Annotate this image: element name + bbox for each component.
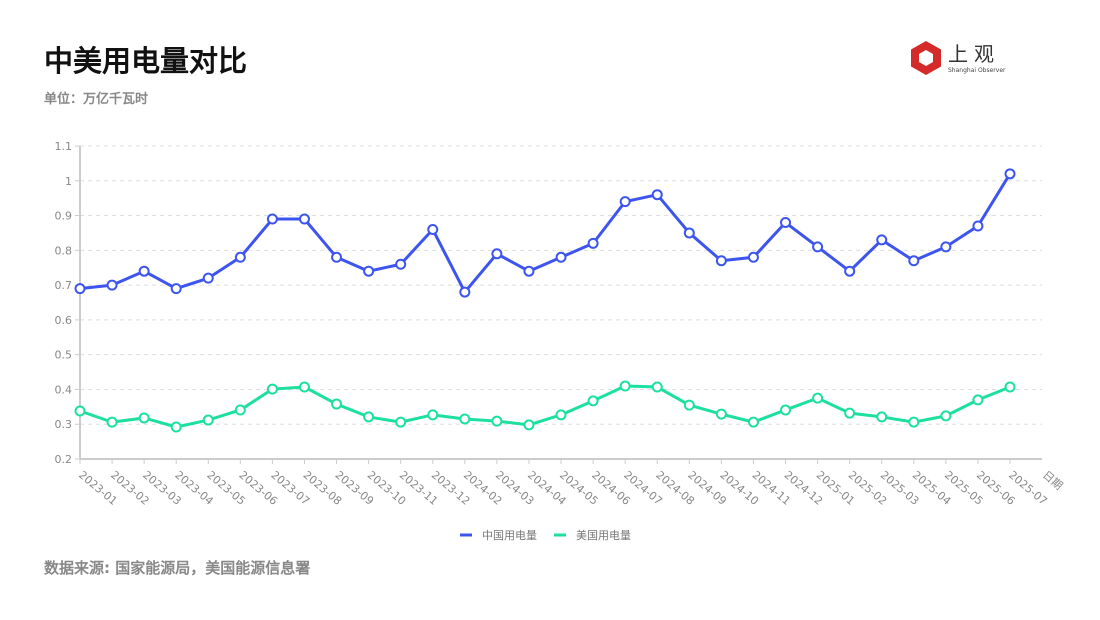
chart-title: 中美用电量对比: [44, 44, 248, 78]
legend-label: 中国用电量: [482, 529, 537, 542]
y-tick-label: 0.8: [55, 244, 73, 257]
data-point: [266, 383, 278, 395]
data-point: [940, 241, 952, 253]
data-point: [555, 409, 567, 421]
y-tick-label: 0.9: [55, 210, 73, 223]
y-tick-label: 0.7: [55, 279, 73, 292]
data-point: [202, 414, 214, 426]
data-point: [138, 412, 150, 424]
logo-hexagon-icon: [911, 41, 941, 75]
y-tick-label: 1.1: [55, 140, 73, 153]
data-point: [202, 272, 214, 284]
data-point: [331, 398, 343, 410]
data-point: [940, 410, 952, 422]
data-point: [138, 265, 150, 277]
logo-text: 上观: [948, 42, 1000, 66]
data-point: [747, 251, 759, 263]
data-point: [459, 413, 471, 425]
data-point: [1004, 168, 1016, 180]
y-tick-label: 0.4: [55, 383, 73, 396]
data-point: [972, 220, 984, 232]
data-source: 数据来源: 国家能源局，美国能源信息署: [44, 559, 311, 577]
data-point: [234, 251, 246, 263]
data-point: [74, 405, 86, 417]
data-point: [876, 411, 888, 423]
data-point: [812, 241, 824, 253]
data-point: [491, 415, 503, 427]
data-point: [908, 416, 920, 428]
data-point: [972, 394, 984, 406]
data-point: [266, 213, 278, 225]
data-point: [555, 251, 567, 263]
logo: 上观 Shanghai Observer: [908, 40, 1008, 78]
y-tick-label: 0.6: [55, 314, 73, 327]
data-point: [523, 419, 535, 431]
data-point: [298, 381, 310, 393]
data-point: [715, 408, 727, 420]
y-tick-label: 0.5: [55, 349, 73, 362]
unit-label: 单位：万亿千瓦时: [44, 92, 149, 107]
data-point: [1004, 381, 1016, 393]
series-line-1: [79, 384, 1011, 429]
y-tick-label: 0.3: [55, 418, 73, 431]
series-line-0: [79, 173, 1012, 294]
data-point: [619, 196, 631, 208]
data-point: [876, 234, 888, 246]
data-point: [587, 237, 599, 249]
data-point: [651, 189, 663, 201]
data-point: [234, 404, 246, 416]
y-tick-label: 1: [65, 175, 72, 188]
data-point: [908, 255, 920, 267]
data-point: [619, 380, 631, 392]
data-point: [491, 248, 503, 260]
data-point: [74, 283, 86, 295]
data-point: [106, 279, 118, 291]
data-point: [715, 255, 727, 267]
data-point: [780, 217, 792, 229]
data-point: [780, 404, 792, 416]
data-point: [812, 392, 824, 404]
data-point: [844, 265, 856, 277]
x-axis-label: 日期: [1040, 468, 1065, 492]
legend-label: 美国用电量: [576, 529, 631, 542]
data-point: [395, 258, 407, 270]
data-point: [298, 213, 310, 225]
data-point: [747, 416, 759, 428]
data-point: [427, 409, 439, 421]
data-point: [170, 421, 182, 433]
data-point: [427, 223, 439, 235]
data-point: [106, 416, 118, 428]
data-point: [459, 286, 471, 298]
data-point: [395, 416, 407, 428]
data-point: [170, 283, 182, 295]
data-point: [844, 407, 856, 419]
data-point: [683, 227, 695, 239]
data-point: [683, 399, 695, 411]
logo-subtitle: Shanghai Observer: [948, 67, 1006, 74]
data-point: [363, 265, 375, 277]
data-point: [363, 411, 375, 423]
y-tick-label: 0.2: [55, 453, 73, 466]
data-point: [651, 381, 663, 393]
data-point: [587, 395, 599, 407]
data-point: [523, 265, 535, 277]
data-point: [331, 251, 343, 263]
